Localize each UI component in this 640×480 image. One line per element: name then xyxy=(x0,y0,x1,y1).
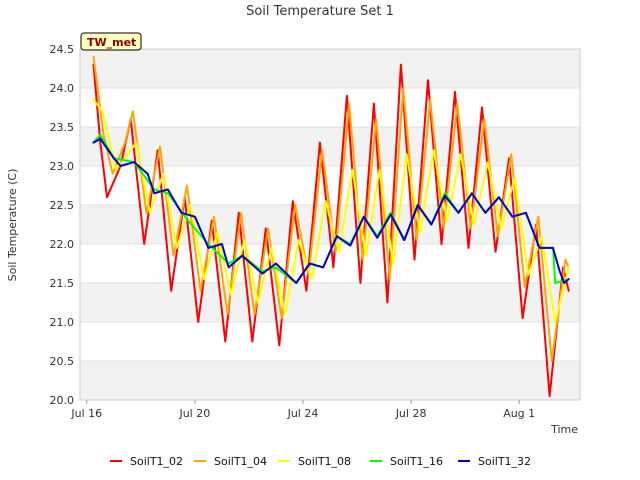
plot-band xyxy=(80,361,580,400)
y-tick-label: 24.0 xyxy=(50,82,75,95)
plot-frame xyxy=(79,48,581,401)
plot-band xyxy=(80,49,580,88)
x-tick-label: Jul 16 xyxy=(70,407,102,420)
legend-label: SoilT1_16 xyxy=(390,455,443,468)
series-line-soilt1-04 xyxy=(92,55,570,362)
y-axis-label: Soil Temperature (C) xyxy=(6,169,19,282)
legend-label: SoilT1_02 xyxy=(130,455,183,468)
y-tick-label: 23.0 xyxy=(50,160,75,173)
site-tag-box xyxy=(80,32,142,51)
x-tick-label: Jul 20 xyxy=(178,407,210,420)
legend-label: SoilT1_32 xyxy=(478,455,531,468)
legend: SoilT1_02 SoilT1_04 SoilT1_08 SoilT1_16 Soil… xyxy=(110,455,531,468)
plot-band xyxy=(80,127,580,166)
series-line-soilt1-08 xyxy=(92,98,570,323)
x-tick-label: Aug 1 xyxy=(503,407,535,420)
series-line-soilt1-32 xyxy=(92,137,570,284)
y-tick-label: 23.5 xyxy=(50,121,75,134)
plot-background-bands xyxy=(80,49,580,400)
chart-title: Soil Temperature Set 1 xyxy=(246,4,394,19)
site-tag: TW_met xyxy=(80,32,142,51)
legend-label: SoilT1_08 xyxy=(298,455,351,468)
y-tick-label: 22.5 xyxy=(50,199,75,212)
y-tick-label: 20.5 xyxy=(50,355,75,368)
y-tick-label: 22.0 xyxy=(50,238,75,251)
y-tick-label: 24.5 xyxy=(50,43,75,56)
y-tick-label: 21.5 xyxy=(50,277,75,290)
x-tick-label: Jul 28 xyxy=(395,407,427,420)
x-axis-label: Time xyxy=(550,423,578,436)
legend-label: SoilT1_04 xyxy=(214,455,267,468)
plot-band xyxy=(80,283,580,322)
y-tick-label: 20.0 xyxy=(50,394,75,407)
y-axis-ticks: 20.0 20.5 21.0 21.5 22.0 22.5 23.0 23.5 24.0 24.5 xyxy=(50,43,75,407)
site-tag-label: TW_met xyxy=(87,36,136,49)
series-layer xyxy=(92,55,570,398)
x-axis-ticks: Jul 16 Jul 20 Jul 24 Jul 28 Aug 1 xyxy=(70,400,535,420)
x-tick-label: Jul 24 xyxy=(287,407,319,420)
y-tick-label: 21.0 xyxy=(50,316,75,329)
